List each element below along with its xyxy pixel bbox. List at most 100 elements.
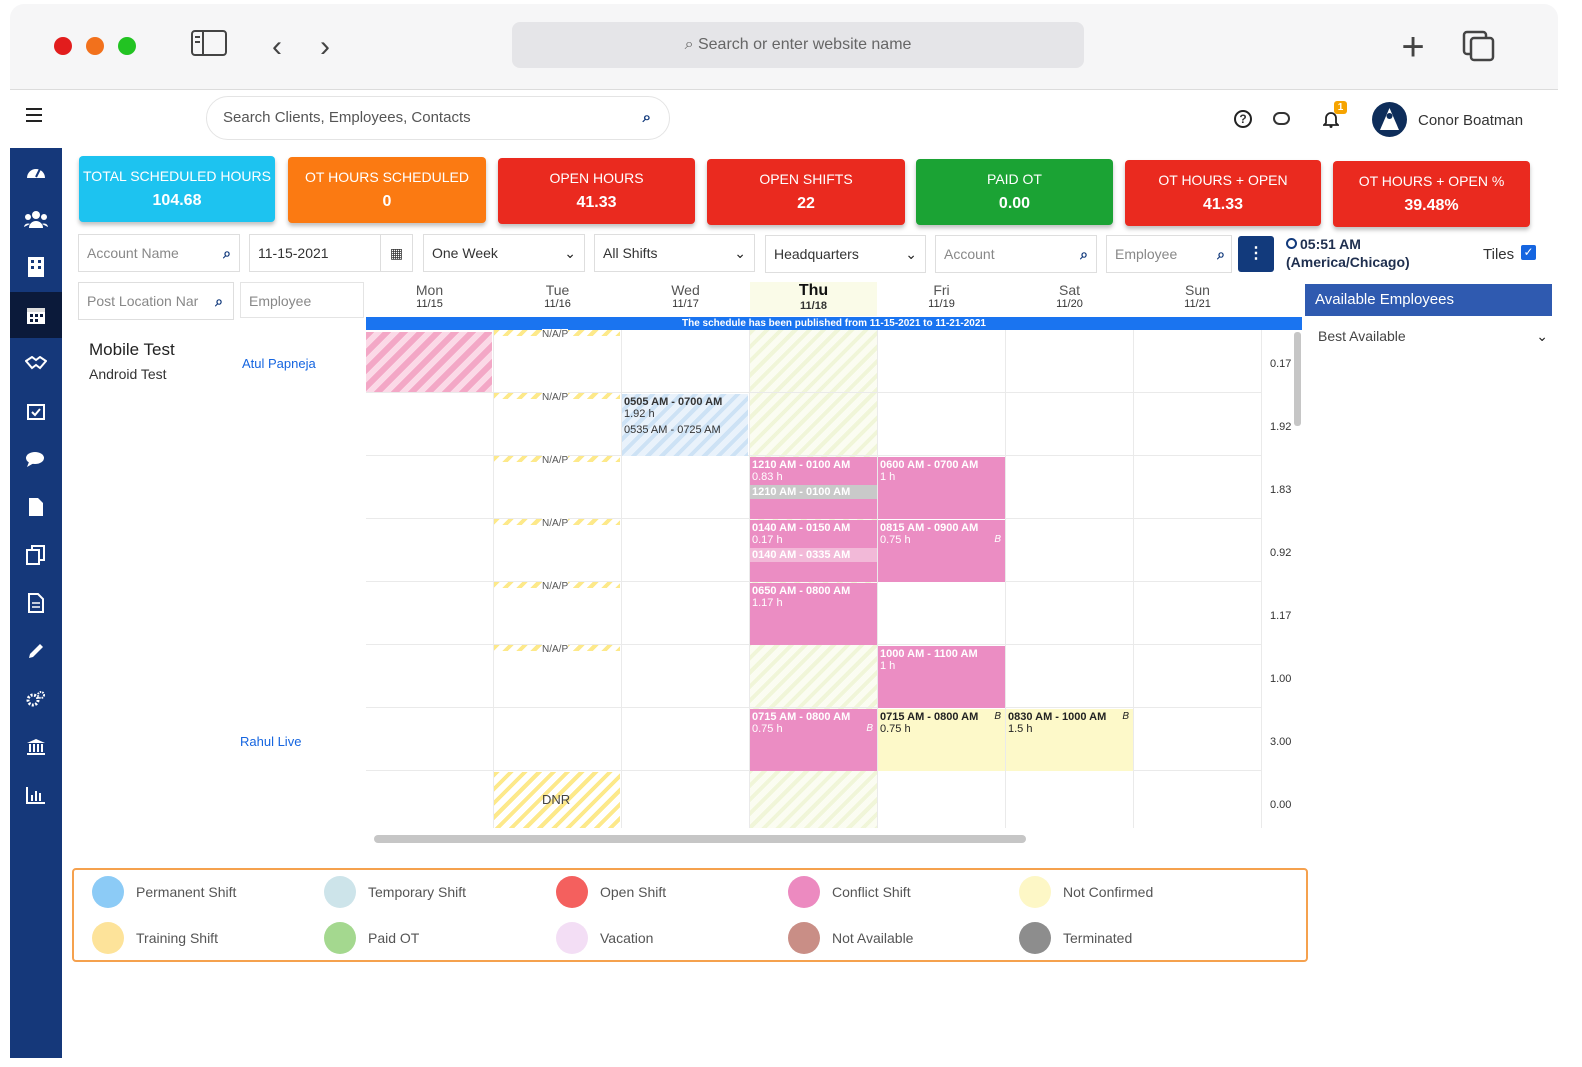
stat-open-hours[interactable]: OPEN HOURS 41.33: [498, 158, 695, 224]
hamburger-icon[interactable]: [26, 108, 42, 122]
chat-icon[interactable]: [1273, 112, 1290, 125]
stat-ot-hours-scheduled[interactable]: OT HOURS SCHEDULED 0: [288, 157, 486, 223]
dnr-cell: [494, 772, 620, 828]
account-name-input[interactable]: Account Name ⌕: [78, 234, 240, 272]
shift-time: 0815 AM - 0900 AM: [880, 522, 979, 534]
client-name[interactable]: Mobile Test: [89, 340, 175, 359]
day-header-sat[interactable]: Sat 11/20: [1006, 282, 1133, 316]
url-bar[interactable]: ⌕ Search or enter website name: [512, 22, 1084, 68]
post-location-input[interactable]: Post Location Nar ⌕: [78, 282, 234, 320]
sidebar-item-deals[interactable]: [10, 340, 62, 386]
sidebar-item-clients[interactable]: [10, 244, 62, 290]
stat-label: OPEN SHIFTS: [759, 171, 853, 187]
employee-column-filter[interactable]: Employee: [240, 282, 364, 318]
legend-label: Not Available: [832, 930, 914, 946]
sidebar-item-employees[interactable]: [10, 196, 62, 242]
avatar[interactable]: [1372, 102, 1407, 137]
sidebar-item-reports[interactable]: [10, 580, 62, 626]
shift-time: 0140 AM - 0150 AM: [752, 522, 851, 534]
day-header-wed[interactable]: Wed 11/17: [622, 282, 749, 316]
sidebar-item-analytics[interactable]: [10, 772, 62, 818]
sidebar-item-messages[interactable]: [10, 436, 62, 482]
close-window-button[interactable]: [54, 37, 72, 55]
date-input[interactable]: 11-15-2021 ▦: [249, 234, 413, 272]
shift-fri-3[interactable]: 1000 AM - 1100 AM 1 h: [878, 646, 1005, 708]
sidebar-item-tasks[interactable]: [10, 388, 62, 434]
file-icon: [29, 498, 43, 516]
stat-ot-hours-open[interactable]: OT HOURS + OPEN 41.33: [1125, 160, 1321, 226]
sidebar-item-edit[interactable]: [10, 628, 62, 674]
timezone: (America/Chicago): [1286, 254, 1410, 270]
break-mark: B: [866, 723, 873, 734]
stat-paid-ot[interactable]: PAID OT 0.00: [916, 159, 1113, 225]
search-icon[interactable]: ⌕: [1080, 246, 1088, 262]
tabs-overview-icon[interactable]: [1460, 30, 1498, 64]
shift-hours: 1.5 h: [1008, 723, 1033, 735]
tiles-checkbox[interactable]: ✓: [1521, 245, 1536, 260]
dashboard-icon: [27, 168, 45, 178]
chevron-down-icon: ⌄: [734, 245, 746, 261]
user-name[interactable]: Conor Boatman: [1418, 112, 1524, 129]
row-total: 0.00: [1270, 799, 1292, 811]
help-icon[interactable]: ?: [1234, 110, 1252, 128]
sidebar-item-documents[interactable]: [10, 484, 62, 530]
shifts-select[interactable]: All Shifts ⌄: [594, 234, 755, 272]
na-label: N/A/P: [542, 392, 569, 403]
search-icon[interactable]: ⌕: [215, 293, 223, 309]
search-icon[interactable]: ⌕: [1217, 246, 1225, 262]
global-search-input[interactable]: Search Clients, Employees, Contacts ⌕: [206, 96, 670, 140]
back-icon[interactable]: ‹: [272, 30, 282, 63]
employee-input[interactable]: Employee ⌕: [1106, 235, 1232, 273]
vertical-scrollbar[interactable]: [1294, 332, 1301, 426]
day-header-thu[interactable]: Thu 11/18: [750, 282, 877, 316]
day-header-tue[interactable]: Tue 11/16: [494, 282, 621, 316]
shift-thu-2[interactable]: 0140 AM - 0150 AM 0.17 h 0140 AM - 0335 …: [750, 520, 877, 582]
best-available-select[interactable]: Best Available ⌄: [1306, 320, 1552, 352]
maximize-window-button[interactable]: [118, 37, 136, 55]
sidebar-item-schedule[interactable]: [10, 292, 62, 338]
shift-open-mon[interactable]: [366, 332, 492, 392]
shift-thu-4[interactable]: 0715 AM - 0800 AM 0.75 h B: [750, 709, 877, 771]
calendar-picker-icon[interactable]: ▦: [380, 235, 412, 271]
sidebar-item-settings[interactable]: [10, 676, 62, 722]
forward-icon[interactable]: ›: [320, 30, 330, 63]
sidebar-item-bank[interactable]: [10, 724, 62, 770]
shift-wed-1[interactable]: 0505 AM - 0700 AM 1.92 h 0535 AM - 0725 …: [622, 394, 748, 456]
search-icon[interactable]: ⌕: [223, 245, 231, 261]
shift-fri-4[interactable]: 0715 AM - 0800 AM 0.75 h B: [878, 709, 1005, 771]
legend-swatch: [324, 922, 356, 954]
more-options-button[interactable]: ⋮: [1238, 236, 1274, 272]
shift-hours: 1.17 h: [752, 597, 783, 609]
employee-link[interactable]: Rahul Live: [240, 734, 302, 749]
day-header-mon[interactable]: Mon 11/15: [366, 282, 493, 316]
day-header-fri[interactable]: Fri 11/19: [878, 282, 1005, 316]
sidebar-item-copy[interactable]: [10, 532, 62, 578]
stat-open-shifts[interactable]: OPEN SHIFTS 22: [707, 159, 905, 225]
shift-fri-1[interactable]: 0600 AM - 0700 AM 1 h: [878, 457, 1005, 519]
shift-hours: 1 h: [880, 660, 896, 672]
horizontal-scrollbar[interactable]: [374, 835, 1026, 843]
location-select[interactable]: Headquarters ⌄: [765, 235, 926, 273]
shift-fri-2[interactable]: 0815 AM - 0900 AM 0.75 h B: [878, 520, 1005, 582]
legend-label: Not Confirmed: [1063, 884, 1154, 900]
employee-placeholder: Employee: [1115, 246, 1178, 262]
new-tab-icon[interactable]: +: [1401, 25, 1425, 69]
shift-hours: 0.17 h: [752, 534, 783, 546]
shift-sat-4[interactable]: 0830 AM - 1000 AM 1.5 h B: [1006, 709, 1133, 771]
sidebar-toggle-icon[interactable]: [190, 30, 228, 64]
stat-ot-hours-open-percent[interactable]: OT HOURS + OPEN % 39.48%: [1333, 161, 1530, 227]
row-total: 3.00: [1270, 736, 1292, 748]
account-input[interactable]: Account ⌕: [935, 235, 1097, 273]
search-icon[interactable]: ⌕: [642, 109, 651, 126]
shift-thu-1[interactable]: 1210 AM - 0100 AM 0.83 h 1210 AM - 0100 …: [750, 457, 877, 519]
stat-total-scheduled-hours[interactable]: TOTAL SCHEDULED HOURS 104.68: [79, 156, 275, 222]
sidebar-item-dashboard[interactable]: [10, 148, 62, 194]
range-select[interactable]: One Week ⌄: [423, 234, 585, 272]
employee-link[interactable]: Atul Papneja: [242, 356, 316, 371]
notification-bell-icon[interactable]: [1321, 110, 1341, 128]
location-value: Headquarters: [774, 246, 859, 262]
document-text-icon: [28, 593, 44, 613]
minimize-window-button[interactable]: [86, 37, 104, 55]
shift-thu-3[interactable]: 0650 AM - 0800 AM 1.17 h: [750, 583, 877, 645]
day-header-sun[interactable]: Sun 11/21: [1134, 282, 1261, 316]
